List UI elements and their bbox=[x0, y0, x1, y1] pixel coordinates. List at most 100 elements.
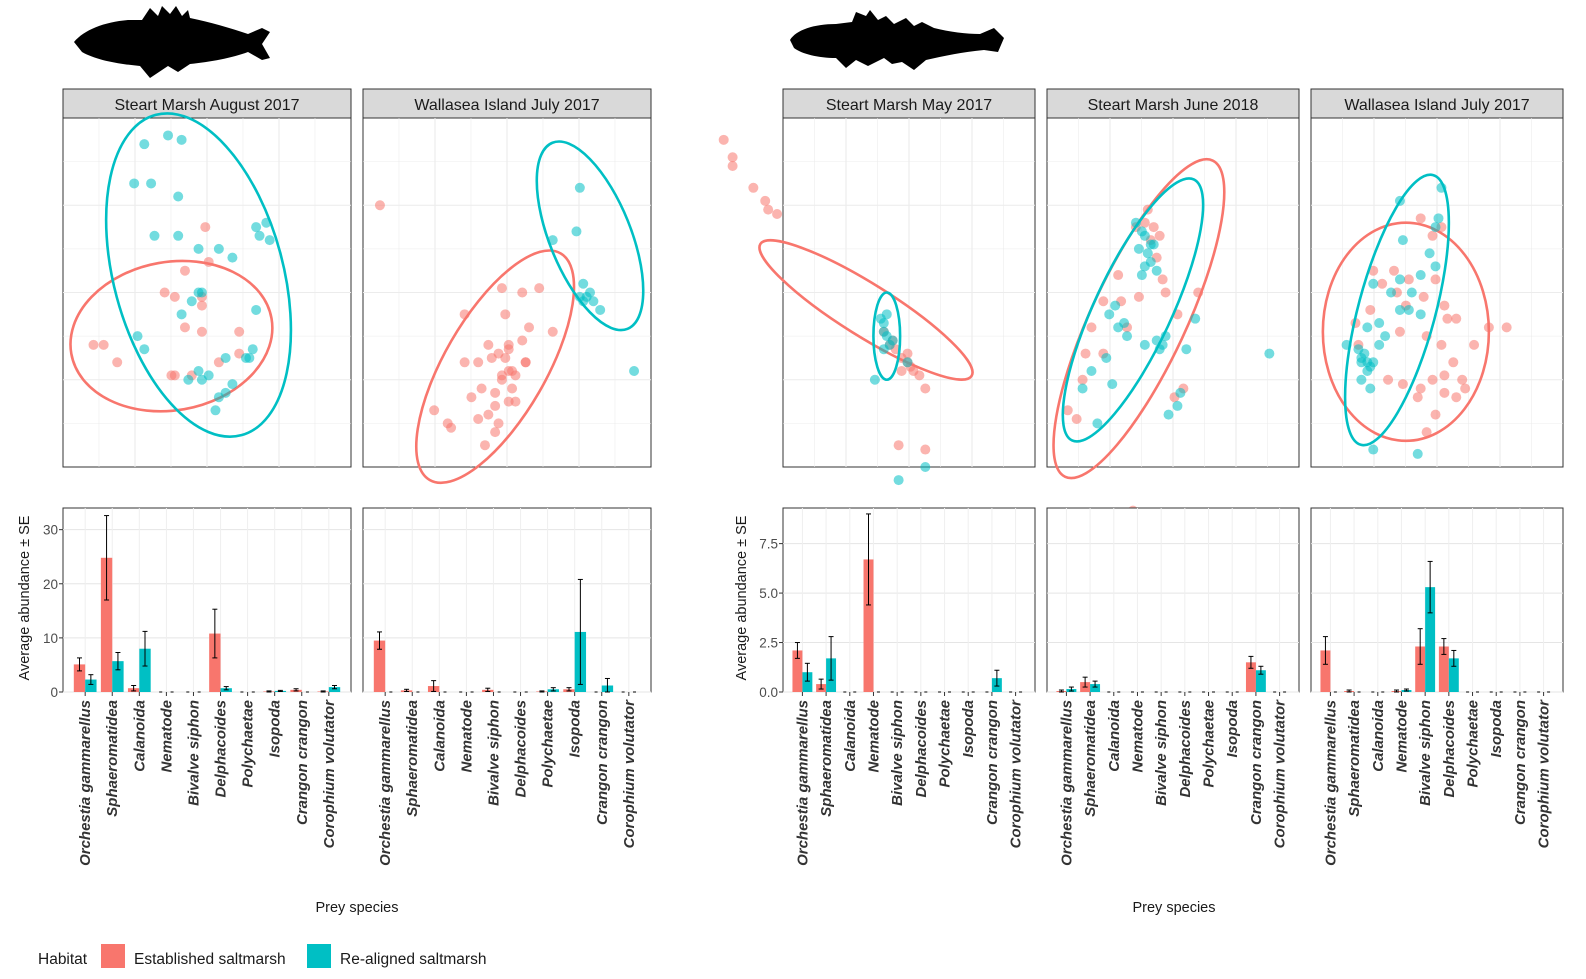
established-point bbox=[896, 366, 907, 377]
established-point bbox=[1430, 409, 1441, 420]
established-point bbox=[483, 409, 494, 420]
right-x-axis-title: Prey species bbox=[1132, 900, 1215, 916]
established-point bbox=[1439, 387, 1450, 398]
established-point bbox=[1377, 278, 1388, 289]
category-label: Bivalve siphon bbox=[1153, 700, 1170, 806]
realigned-point bbox=[1397, 235, 1408, 246]
legend-key-established bbox=[101, 944, 125, 968]
established-point bbox=[1469, 339, 1480, 350]
category-label: Sphaeromatidea bbox=[1082, 700, 1099, 817]
realigned-point bbox=[1104, 309, 1115, 320]
realigned-point bbox=[1139, 230, 1150, 241]
realigned-point bbox=[1122, 331, 1133, 342]
established-point bbox=[1418, 291, 1429, 302]
category-label: Delphacoides bbox=[213, 700, 230, 798]
established-point bbox=[1501, 322, 1512, 333]
realigned-point bbox=[1139, 261, 1150, 272]
facet-strip bbox=[62, 88, 352, 119]
established-point bbox=[486, 352, 497, 363]
realigned-point bbox=[244, 352, 255, 363]
established-point bbox=[1397, 379, 1408, 390]
facet-title: Wallasea Island July 2017 bbox=[414, 97, 599, 114]
established-point bbox=[1439, 300, 1450, 311]
realigned-point bbox=[1172, 400, 1183, 411]
established-point bbox=[374, 200, 385, 211]
realigned-point bbox=[1406, 287, 1417, 298]
established-point bbox=[1421, 427, 1432, 438]
established-point bbox=[473, 414, 484, 425]
realigned-point bbox=[1374, 339, 1385, 350]
category-label: Corophium volutator bbox=[1008, 699, 1025, 848]
established-bar bbox=[209, 633, 221, 692]
established-point bbox=[727, 160, 738, 171]
bar-panel-background bbox=[1310, 507, 1564, 693]
realigned-point bbox=[247, 344, 258, 355]
established-point bbox=[500, 309, 511, 320]
established-point bbox=[1427, 230, 1438, 241]
established-point bbox=[490, 400, 501, 411]
realigned-point bbox=[227, 252, 238, 263]
category-label: Nematode bbox=[458, 700, 475, 773]
realigned-point bbox=[1362, 366, 1373, 377]
established-point bbox=[920, 444, 931, 455]
category-label: Sphaeromatidea bbox=[1346, 700, 1363, 817]
established-point bbox=[496, 283, 507, 294]
established-point bbox=[490, 427, 501, 438]
realigned-point bbox=[1136, 270, 1147, 281]
established-point bbox=[1080, 348, 1091, 359]
realigned-point bbox=[176, 134, 187, 145]
established-point bbox=[1460, 383, 1471, 394]
category-label: Sphaeromatidea bbox=[404, 700, 421, 817]
established-bar bbox=[373, 640, 386, 692]
realigned-point bbox=[595, 304, 606, 315]
y-tick-label: 2.5 bbox=[759, 636, 778, 651]
category-label: Orchestia gammarellus bbox=[1058, 700, 1075, 866]
established-bar bbox=[1245, 662, 1256, 692]
realigned-point bbox=[887, 335, 898, 346]
realigned-bar bbox=[802, 672, 813, 692]
legend-label-established: Established saltmarsh bbox=[134, 951, 286, 968]
realigned-bar bbox=[1090, 684, 1101, 692]
established-point bbox=[1383, 374, 1394, 385]
established-point bbox=[763, 204, 774, 215]
y-tick-label: 0.0 bbox=[759, 685, 778, 700]
realigned-point bbox=[193, 366, 204, 377]
established-ellipse bbox=[1321, 221, 1491, 443]
established-bar bbox=[1438, 646, 1449, 692]
realigned-point bbox=[251, 222, 262, 233]
realigned-point bbox=[1368, 444, 1379, 455]
established-point bbox=[98, 339, 109, 350]
realigned-point bbox=[1368, 357, 1379, 368]
realigned-point bbox=[210, 405, 221, 416]
category-label: Bivalve siphon bbox=[485, 700, 502, 806]
realigned-point bbox=[1430, 261, 1441, 272]
realigned-point bbox=[1386, 287, 1397, 298]
realigned-point bbox=[1119, 318, 1130, 329]
established-point bbox=[503, 339, 514, 350]
realigned-point bbox=[920, 462, 931, 472]
realigned-point bbox=[881, 309, 892, 320]
realigned-ellipse bbox=[872, 291, 902, 382]
established-point bbox=[534, 283, 545, 294]
established-point bbox=[483, 339, 494, 350]
established-point bbox=[1365, 304, 1376, 315]
category-label: Calanoida bbox=[1106, 700, 1123, 772]
established-ellipse bbox=[414, 249, 576, 485]
established-point bbox=[1098, 296, 1109, 307]
category-label: Sphaeromatidea bbox=[818, 700, 835, 817]
realigned-point bbox=[1394, 304, 1405, 315]
bar-panel-background bbox=[362, 507, 652, 693]
y-tick-label: 5.0 bbox=[759, 586, 778, 601]
established-point bbox=[547, 326, 558, 337]
category-label: Bivalve siphon bbox=[1417, 700, 1434, 806]
established-point bbox=[1415, 213, 1426, 224]
established-point bbox=[503, 366, 514, 377]
realigned-point bbox=[1175, 387, 1186, 398]
category-label: Crangon crangon bbox=[294, 700, 311, 825]
facet-title: Wallasea Island July 2017 bbox=[1344, 97, 1529, 114]
category-label: Corophium volutator bbox=[621, 699, 638, 848]
realigned-point bbox=[1163, 409, 1174, 420]
established-point bbox=[1071, 414, 1082, 425]
category-label: Orchestia gammarellus bbox=[377, 700, 394, 866]
realigned-point bbox=[1101, 352, 1112, 363]
